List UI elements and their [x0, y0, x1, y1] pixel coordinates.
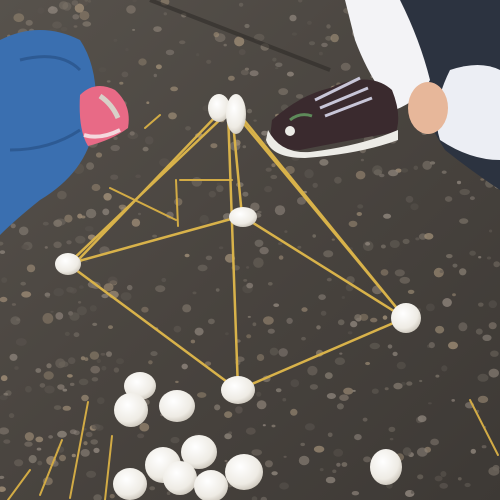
paving-seam: [149, 0, 331, 72]
corner-marshmallow: [229, 207, 257, 227]
loose-marshmallow: [194, 470, 228, 500]
corner-marshmallow: [221, 376, 255, 404]
base-edge: [236, 316, 407, 392]
apex-marshmallow: [226, 94, 246, 134]
white-sleeve: [345, 0, 430, 110]
loose-marshmallow: [159, 390, 195, 422]
hand: [408, 82, 448, 134]
blue-jeans: [0, 30, 96, 235]
base-edge: [240, 214, 407, 320]
base-edge: [66, 262, 240, 392]
loose-marshmallow: [163, 461, 197, 495]
loose-spaghetti: [7, 114, 499, 500]
apex-marshmallow: [208, 94, 230, 122]
loose-marshmallow: [124, 372, 156, 400]
pyramid-marshmallows: [55, 94, 421, 404]
loose-marshmallow: [113, 468, 147, 500]
apex-edge: [226, 110, 240, 392]
loose-marshmallow: [370, 449, 402, 485]
apex-edge: [78, 110, 222, 260]
corner-marshmallow: [391, 303, 421, 333]
pyramid-frame: [66, 110, 407, 392]
child-right: [266, 0, 500, 190]
loose-marshmallow: [181, 435, 217, 469]
sneaker: [270, 79, 399, 150]
base-edge: [66, 214, 244, 266]
marshmallow-pile: [113, 372, 402, 500]
corner-marshmallow: [55, 253, 81, 275]
apex-edge: [242, 118, 402, 314]
white-sleeve-right: [436, 65, 500, 160]
loose-marshmallow: [114, 393, 148, 427]
child-left: [0, 30, 129, 235]
loose-marshmallow: [225, 454, 263, 490]
